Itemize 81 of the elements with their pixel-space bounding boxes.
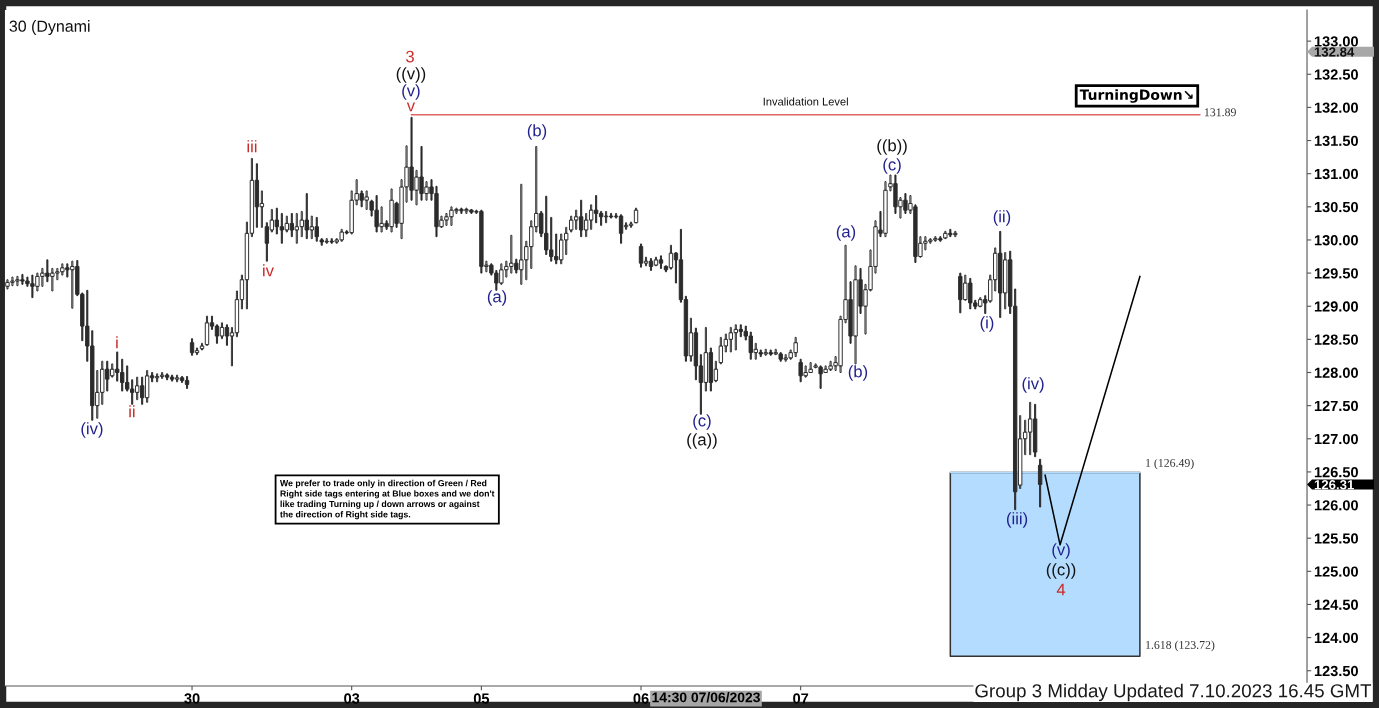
y-tick-label: 130.00	[1314, 235, 1358, 246]
annotation: 4	[1056, 583, 1066, 596]
candlestick	[648, 258, 654, 271]
y-tick-label: 124.00	[1314, 632, 1358, 644]
candlestick	[134, 376, 140, 401]
annotation: (v)	[402, 84, 420, 100]
annotation: (c)	[693, 414, 711, 430]
candlestick	[608, 212, 614, 219]
y-tick-label: 128.50	[1314, 334, 1358, 345]
y-tick-label: 127.50	[1314, 400, 1358, 412]
text: 30 (Dynami	[9, 20, 90, 36]
annotation: v	[406, 102, 416, 112]
x-tick-label: 30	[184, 693, 200, 704]
y-tick-label: 126.50	[1314, 467, 1358, 478]
x-tick-label: 03	[344, 693, 360, 704]
annotation: (ii)	[993, 210, 1011, 226]
candlestick	[618, 214, 624, 244]
candlestick	[578, 199, 584, 238]
candlestick	[653, 256, 659, 267]
candlestick	[169, 374, 175, 382]
annotation: We prefer to trade only in direction of Green / Red Right side tags entering at Blue boxes and we don't like trading Turning up / down arrows or against the direction of Right side tags.	[279, 479, 495, 520]
data-label: 131.89	[1204, 108, 1236, 117]
annotation: iv	[263, 264, 274, 277]
annotation: ((b))	[877, 139, 907, 155]
annotation: (iv)	[1022, 377, 1044, 393]
y-tick-label: 128.00	[1314, 367, 1358, 378]
candlestick	[1032, 403, 1038, 458]
annotation: i	[116, 336, 118, 349]
candlestick	[628, 221, 634, 228]
y-tick-label: 133.00	[1314, 36, 1358, 47]
annotation: (v)	[1052, 543, 1070, 559]
annotation: 3	[406, 50, 414, 63]
candlestick	[144, 370, 150, 403]
annotation: (b)	[848, 365, 868, 381]
annotation: TurningDown↘	[1079, 89, 1193, 103]
annotation: ii	[129, 405, 135, 418]
y-tick-label: 126.00	[1314, 500, 1358, 511]
annotation: (c)	[883, 158, 901, 174]
series-label: Invalidation Level	[763, 97, 848, 106]
y-tick-label: 127.00	[1314, 433, 1358, 445]
y2-tick-label: 126.31	[1314, 480, 1354, 490]
x-tick-label: 07	[793, 693, 809, 704]
y2-tick-label: 132.84	[1314, 47, 1355, 57]
annotation: ((a))	[687, 433, 717, 449]
x-tick-label: 06	[633, 693, 649, 704]
candlestick	[199, 342, 205, 351]
y-tick-label: 125.50	[1314, 533, 1358, 544]
candlestick	[633, 207, 639, 224]
annotation: (i)	[980, 316, 994, 332]
candlestick	[638, 243, 644, 268]
annotation: (iii)	[1006, 512, 1028, 528]
candlestick	[184, 375, 190, 389]
y-tick-label: 123.50	[1314, 665, 1358, 677]
y-tick-label: 125.00	[1314, 566, 1358, 577]
y-tick-label: 129.50	[1314, 268, 1358, 279]
y-tick-label: 129.00	[1314, 301, 1358, 312]
annotation: ((v))	[396, 67, 426, 83]
candlestick	[189, 338, 195, 356]
annotation: (a)	[836, 225, 856, 241]
annotation: 1 (126.49)	[1146, 458, 1194, 470]
annotation: (iv)	[81, 422, 103, 438]
candlestick	[204, 315, 210, 346]
annotation: 1.618 (123.72)	[1146, 640, 1215, 652]
y-tick-label: 132.50	[1314, 69, 1358, 80]
annotation: (a)	[487, 290, 507, 306]
y-tick-label: 132.00	[1314, 102, 1358, 113]
annotation: Group 3 Midday Updated 7.10.2023 16.45 GMT	[975, 683, 1372, 702]
candlestick	[658, 255, 664, 269]
candlestick	[164, 373, 170, 381]
annotation: (b)	[527, 124, 547, 140]
candlestick	[603, 210, 609, 224]
y-tick-label: 131.50	[1314, 135, 1358, 146]
y-tick-label: 131.00	[1314, 168, 1358, 180]
candlestick	[1027, 401, 1033, 456]
annotation: ((c))	[1046, 563, 1076, 579]
annotation: iii	[247, 140, 257, 153]
candlestick	[174, 374, 180, 383]
y-tick-label: 124.50	[1314, 599, 1358, 610]
text: 14:30 07/06/2023	[652, 692, 760, 703]
x-tick-label: 05	[473, 693, 490, 704]
y-tick-label: 130.50	[1314, 201, 1358, 213]
